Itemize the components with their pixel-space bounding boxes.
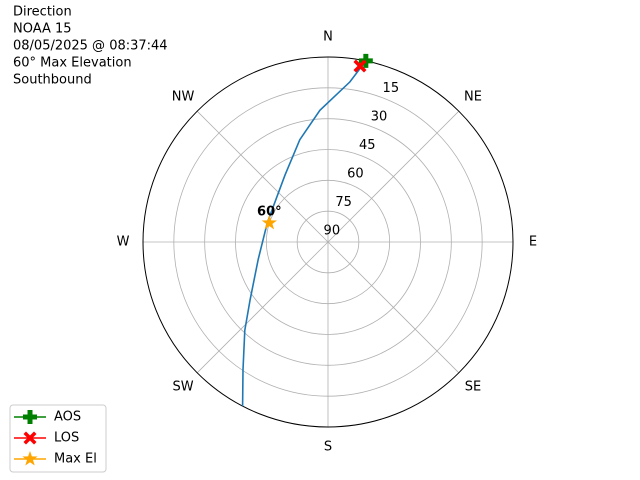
r-tick-label: 90 [324,223,341,238]
theta-tick-label: W [117,235,130,250]
theta-tick-label: SE [465,379,481,394]
marker-star [22,451,38,466]
theta-tick-label: E [529,235,537,250]
theta-tick-label: NW [172,90,195,105]
marker-star [261,214,277,230]
theta-tick-label: NE [464,90,482,105]
grid-spoke [327,241,460,374]
legend-label: Max El [54,452,97,467]
title-line: 60° Max Elevation [13,56,132,71]
r-tick-label: 30 [371,109,388,124]
annotation: 60° [257,204,282,219]
title-block: Direction NOAA 15 08/05/2025 @ 08:37:44 60°… [13,5,168,88]
theta-tick-label: SW [172,379,193,394]
r-tick-label: 15 [383,81,400,96]
track-line [241,60,367,407]
r-tick-label: 60 [347,166,364,181]
legend-label: AOS [54,410,81,425]
theta-tick-label: S [324,440,332,455]
legend: AOS LOS Max El [9,404,107,473]
grid-spoke [196,110,329,243]
title-line: 08/05/2025 @ 08:37:44 [13,39,168,54]
marker-x [23,431,37,445]
grid-spoke [327,110,460,243]
r-tick-label: 75 [335,195,352,210]
marker-plus [358,53,373,68]
grid-spoke [196,241,329,374]
title-line: Southbound [13,73,92,88]
title-line: Direction [13,5,72,20]
outer-frame [142,56,514,428]
legend-frame [9,404,107,473]
marker-plus [23,410,37,424]
title-line: NOAA 15 [13,22,72,37]
theta-tick-label: N [323,30,333,45]
marker-x [353,59,367,73]
r-tick-label: 45 [359,138,376,153]
legend-label: LOS [54,431,79,446]
